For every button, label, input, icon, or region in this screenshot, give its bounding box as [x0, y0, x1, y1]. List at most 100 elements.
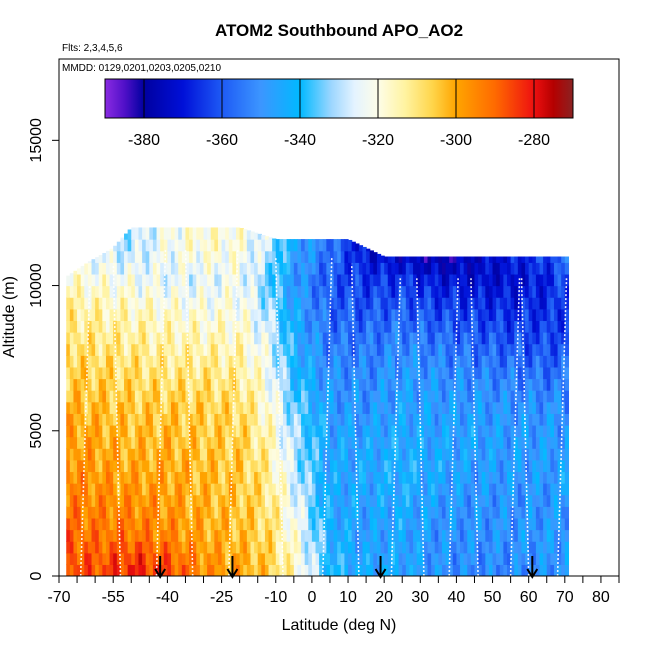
heat-cell	[319, 564, 324, 576]
heat-cell	[416, 297, 421, 310]
dates-label: MMDD: 0129,0201,0203,0205,0210	[62, 63, 221, 74]
heat-cell	[98, 413, 103, 426]
heat-cell	[73, 285, 78, 298]
heat-cell	[337, 517, 342, 531]
heat-cell	[163, 459, 168, 473]
heat-cell	[351, 564, 356, 576]
heat-cell	[225, 343, 230, 356]
heat-cell	[340, 436, 346, 449]
heat-cell	[272, 238, 277, 240]
heat-cell	[264, 236, 270, 240]
heat-cell	[329, 239, 335, 252]
heat-cell	[120, 273, 125, 287]
heat-cell	[124, 262, 129, 275]
heat-cell	[311, 471, 317, 484]
heat-cell	[163, 401, 168, 414]
heat-cell	[333, 250, 338, 263]
heat-cell	[69, 332, 75, 345]
heat-cell	[413, 564, 418, 576]
heat-cell	[449, 424, 454, 438]
heat-cell	[189, 436, 194, 449]
heat-cell	[113, 273, 118, 287]
heat-cell	[326, 517, 331, 531]
heat-cell	[69, 413, 75, 426]
heat-cell	[145, 297, 150, 310]
heat-cell	[120, 390, 125, 403]
heat-cell	[496, 424, 501, 438]
heat-cell	[225, 552, 230, 565]
heat-cell	[315, 332, 320, 345]
heat-cell	[163, 250, 168, 263]
heat-cell	[329, 506, 335, 519]
heat-cell	[405, 401, 411, 414]
heat-cell	[189, 366, 194, 380]
heat-cell	[416, 401, 421, 414]
heat-cell	[369, 483, 374, 496]
heat-cell	[279, 436, 284, 449]
heat-cell	[564, 552, 570, 565]
heat-cell	[373, 343, 378, 356]
heat-cell	[449, 541, 454, 554]
heat-cell	[322, 459, 327, 473]
heat-cell	[416, 285, 421, 298]
heat-cell	[261, 378, 266, 391]
heat-cell	[120, 448, 125, 461]
heat-cell	[337, 401, 342, 414]
heat-cell	[286, 436, 291, 449]
heat-cell	[69, 285, 75, 298]
heat-cell	[333, 390, 338, 403]
heat-cell	[409, 297, 414, 310]
heat-cell	[268, 273, 273, 287]
heat-cell	[427, 343, 432, 356]
heat-cell	[478, 343, 483, 356]
heat-cell	[297, 262, 302, 275]
heat-cell	[163, 448, 168, 461]
heat-cell	[315, 483, 320, 496]
heat-cell	[398, 413, 403, 426]
heat-cell	[532, 552, 537, 565]
heat-cell	[243, 483, 248, 496]
heat-cell	[409, 517, 414, 531]
heat-cell	[225, 424, 230, 438]
heat-cell	[405, 320, 411, 333]
heat-cell	[326, 448, 331, 461]
heat-cell	[423, 564, 429, 576]
heat-cell	[308, 285, 313, 298]
heat-cell	[478, 517, 483, 531]
heat-cell	[286, 517, 291, 531]
heat-cell	[264, 483, 270, 496]
heat-cell	[337, 436, 342, 449]
heat-cell	[109, 459, 114, 473]
heat-cell	[145, 552, 150, 565]
heat-cell	[546, 343, 551, 356]
heat-cell	[109, 308, 114, 322]
heat-cell	[171, 517, 176, 531]
heat-cell	[243, 285, 248, 298]
heat-cell	[488, 483, 494, 496]
heat-cell	[243, 273, 248, 287]
heat-cell	[250, 564, 255, 576]
heat-cell	[535, 366, 541, 380]
heat-cell	[250, 506, 255, 519]
heat-cell	[322, 436, 327, 449]
heat-cell	[369, 285, 374, 298]
heat-cell	[210, 390, 215, 403]
heat-cell	[243, 541, 248, 554]
heat-cell	[427, 390, 432, 403]
heat-cell	[290, 273, 295, 287]
heat-cell	[286, 366, 291, 380]
heat-cell	[160, 308, 165, 322]
heat-cell	[80, 332, 85, 345]
heat-cell	[449, 494, 454, 507]
heat-cell	[499, 506, 504, 519]
heat-cell	[214, 285, 219, 298]
heat-cell	[503, 366, 508, 380]
heat-cell	[217, 355, 223, 368]
heat-cell	[174, 541, 179, 554]
heat-cell	[478, 506, 483, 519]
heat-cell	[87, 378, 93, 391]
heat-cell	[409, 273, 414, 287]
heat-cell	[275, 494, 280, 507]
heat-cell	[528, 273, 533, 287]
heat-cell	[293, 424, 299, 438]
